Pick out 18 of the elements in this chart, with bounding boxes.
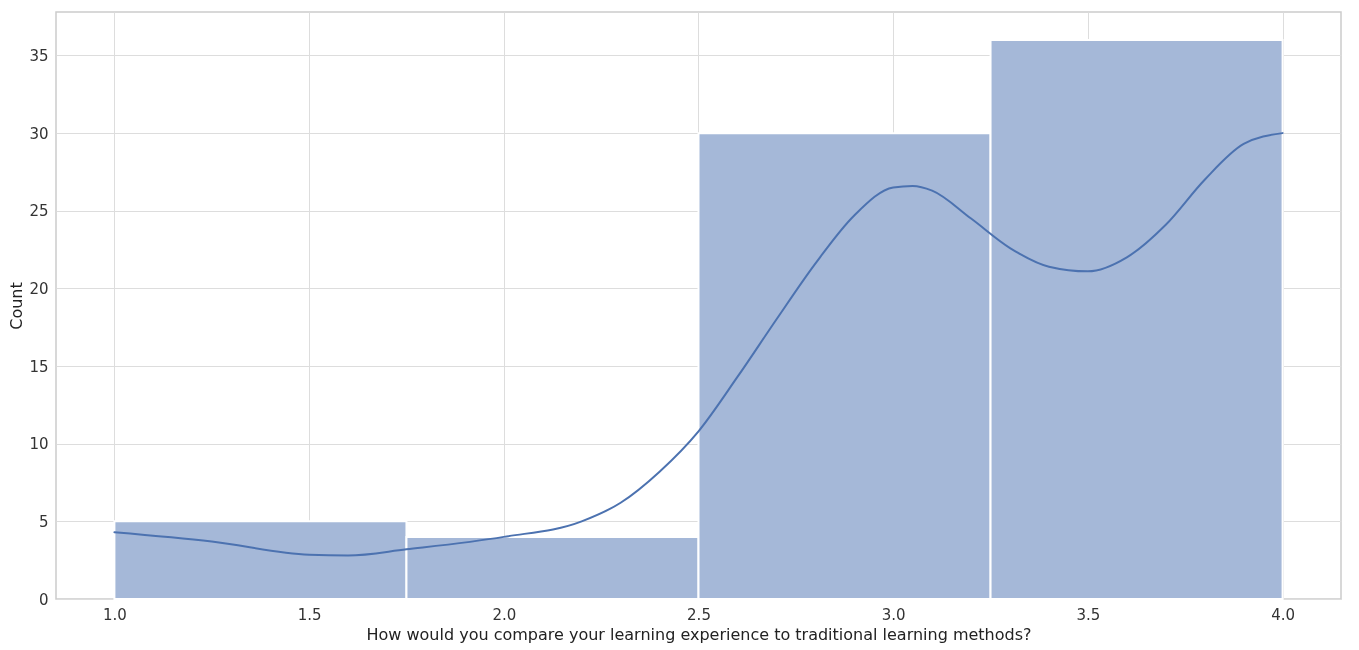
x-tick-label: 2.5 [687, 605, 711, 624]
y-tick-label: 35 [29, 46, 49, 65]
x-tick-label: 3.0 [881, 605, 906, 624]
x-axis-title: How would you compare your learning experience to traditional learning methods? [366, 624, 1032, 644]
x-tick-label: 1.5 [297, 605, 322, 624]
x-tick-label: 2.0 [492, 605, 517, 624]
y-tick-label: 20 [29, 279, 49, 298]
y-tick-label: 10 [29, 435, 49, 454]
y-tick-label: 30 [29, 124, 49, 143]
y-tick-label: 5 [38, 512, 49, 531]
y-tick-label: 15 [29, 357, 49, 376]
x-tick-label: 4.0 [1271, 605, 1296, 624]
y-tick-label: 0 [38, 590, 49, 609]
x-tick-label: 1.0 [102, 605, 127, 624]
y-axis-title: Count [7, 282, 27, 330]
line-series [113, 132, 1284, 557]
x-tick-label: 3.5 [1076, 605, 1101, 624]
y-tick-label: 25 [29, 202, 49, 221]
